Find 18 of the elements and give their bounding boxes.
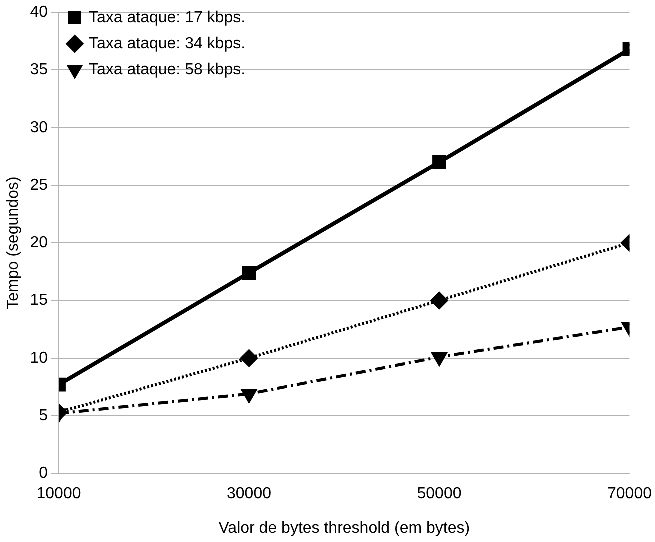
x-tick-label: 30000 (227, 486, 272, 503)
y-tick-label: 30 (30, 119, 48, 136)
y-tick-label: 20 (30, 234, 48, 252)
y-tick-label: 0 (39, 465, 48, 482)
y-tick-label: 5 (39, 407, 48, 424)
x-tick-label: 10000 (36, 486, 82, 503)
y-tick-label: 40 (30, 4, 48, 22)
legend-label: Taxa ataque: 17 kbps. (88, 9, 246, 26)
y-tick-label: 35 (30, 62, 48, 79)
y-tick-label: 10 (30, 350, 48, 367)
legend-label: Taxa ataque: 34 kbps. (88, 35, 246, 52)
x-tick-label: 70000 (608, 486, 652, 503)
x-tick-label: 50000 (417, 486, 462, 503)
y-tick-label: 25 (30, 176, 48, 194)
x-axis-title: Valor de bytes threshold (em bytes) (218, 520, 470, 537)
y-tick-label: 15 (30, 292, 48, 310)
y-axis-title: Tempo (segundos) (5, 176, 22, 310)
legend-label: Taxa ataque: 58 kbps. (88, 61, 246, 78)
